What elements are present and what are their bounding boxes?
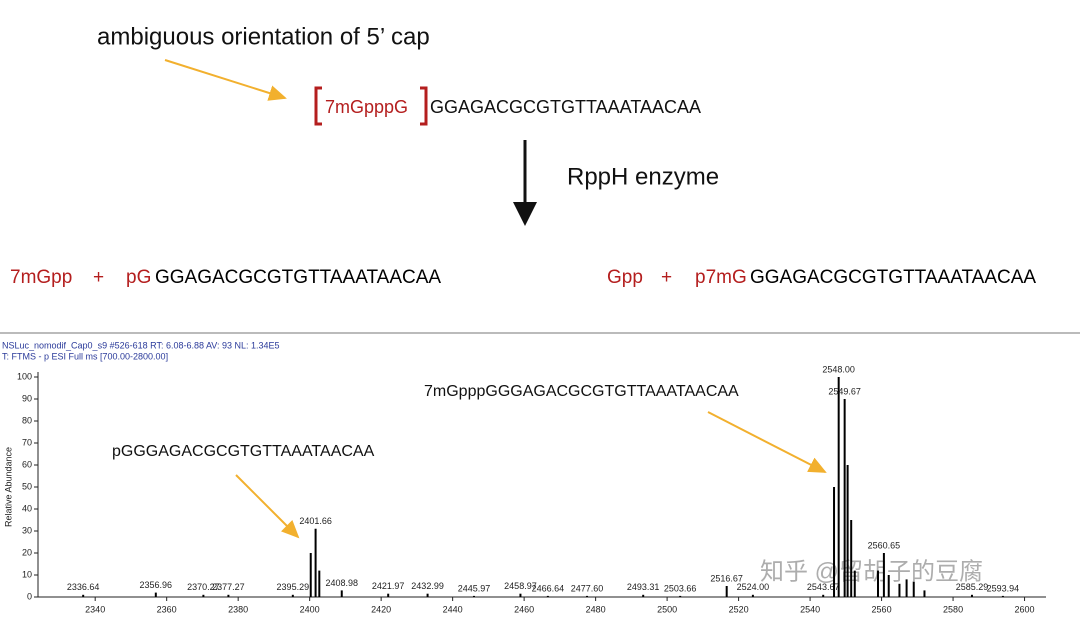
x-tick-label: 2340: [85, 604, 105, 614]
plus: +: [661, 267, 672, 288]
y-tick-label: 60: [22, 459, 32, 469]
peak-label: 2408.98: [325, 578, 358, 588]
y-tick-label: 100: [17, 371, 32, 381]
peak-label: 2560.65: [868, 540, 901, 550]
y-tick-label: 50: [22, 481, 32, 491]
peak-label: 2466.64: [532, 583, 565, 593]
peak-label: 2585.29: [956, 582, 989, 592]
x-tick-label: 2520: [729, 604, 749, 614]
x-tick-label: 2540: [800, 604, 820, 614]
x-tick-label: 2460: [514, 604, 534, 614]
peak-label: 2377.27: [212, 582, 245, 592]
y-tick-label: 30: [22, 525, 32, 535]
arrow: [707, 411, 827, 473]
bracket: [420, 86, 428, 126]
peak-label: 2477.60: [571, 583, 604, 593]
annotation: pGGGAGACGCGTGTTAAATAACAA: [112, 443, 375, 460]
product: Gpp: [607, 267, 643, 288]
peak-label: 2543.67: [807, 582, 840, 592]
product: 7mGpp: [10, 267, 72, 288]
arrow: [164, 59, 287, 101]
x-tick-label: 2580: [943, 604, 963, 614]
y-axis-label: Relative Abundance: [3, 447, 13, 527]
x-tick-label: 2360: [157, 604, 177, 614]
x-tick-label: 2440: [443, 604, 463, 614]
peak-label: 2336.64: [67, 582, 100, 592]
y-tick-label: 20: [22, 547, 32, 557]
peak-label: 2401.66: [299, 516, 332, 526]
bracket: [314, 86, 322, 126]
y-tick-label: 0: [27, 591, 32, 601]
y-tick-label: 10: [22, 569, 32, 579]
peak-label: 2356.96: [140, 580, 173, 590]
scan-header: T: FTMS - p ESI Full ms [700.00-2800.00]: [2, 351, 168, 361]
peak-label: 2549.67: [828, 386, 861, 396]
x-tick-label: 2560: [872, 604, 892, 614]
peak-label: 2421.97: [372, 581, 405, 591]
y-tick-label: 70: [22, 437, 32, 447]
y-tick-label: 80: [22, 415, 32, 425]
product: p7mG: [695, 267, 747, 288]
peak-label: 2395.29: [277, 582, 310, 592]
x-tick-label: 2600: [1015, 604, 1035, 614]
arrow: [235, 474, 300, 539]
peak-label: 2458.97: [504, 581, 537, 591]
diagram-title: ambiguous orientation of 5’ cap: [97, 23, 430, 50]
enzyme: RppH enzyme: [567, 163, 719, 190]
peak-label: 2432.99: [411, 581, 444, 591]
cap: 7mGpppG: [325, 97, 408, 117]
y-tick-label: 40: [22, 503, 32, 513]
sequence: GGAGACGCGTGTTAAATAACAA: [430, 97, 701, 117]
annotation: 7mGpppGGGAGACGCGTGTTAAATAACAA: [424, 383, 739, 400]
product: pG: [126, 267, 151, 288]
peak-label: 2503.66: [664, 583, 697, 593]
watermark: 知乎 @留胡子的豆腐: [760, 558, 983, 585]
scan-header: NSLuc_nomodif_Cap0_s9 #526-618 RT: 6.08-…: [2, 340, 280, 350]
peak-label: 2445.97: [458, 583, 491, 593]
x-tick-label: 2480: [586, 604, 606, 614]
product-seq: GGAGACGCGTGTTAAATAACAA: [750, 267, 1036, 288]
x-tick-label: 2400: [300, 604, 320, 614]
peak-label: 2516.67: [710, 573, 743, 583]
peak-label: 2524.00: [737, 582, 770, 592]
peak-label: 2493.31: [627, 582, 660, 592]
y-tick-label: 90: [22, 393, 32, 403]
product-seq: GGAGACGCGTGTTAAATAACAA: [155, 267, 441, 288]
peak-label: 2593.94: [987, 583, 1020, 593]
x-tick-label: 2380: [228, 604, 248, 614]
plus: +: [93, 267, 104, 288]
peak-label: 2370.27: [187, 582, 220, 592]
x-tick-label: 2420: [371, 604, 391, 614]
x-tick-label: 2500: [657, 604, 677, 614]
peak-label: 2548.00: [822, 364, 855, 374]
